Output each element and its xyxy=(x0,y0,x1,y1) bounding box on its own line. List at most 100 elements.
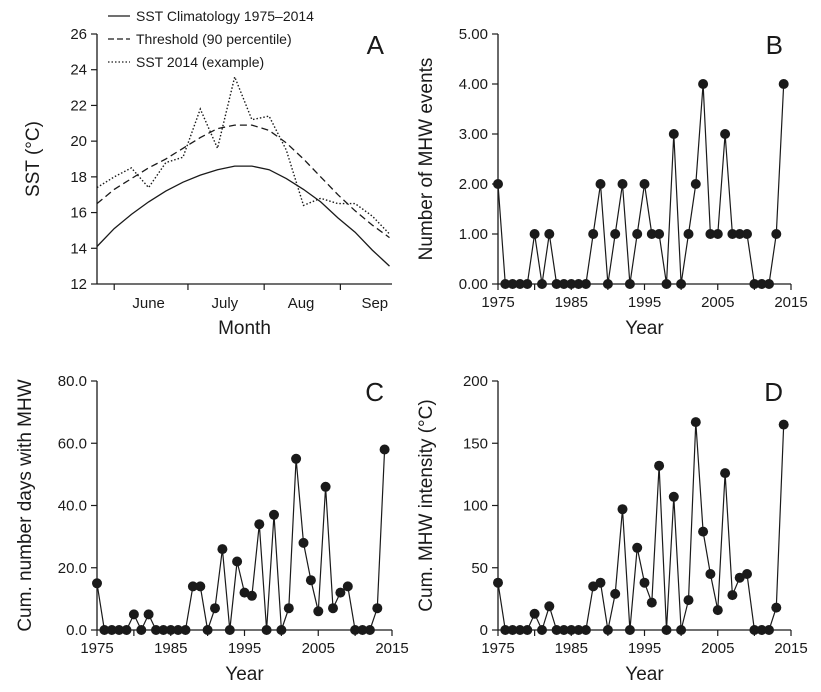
data-point xyxy=(328,603,338,614)
data-point xyxy=(778,419,789,430)
data-point xyxy=(595,577,606,588)
y-tick-label: 5.00 xyxy=(459,26,488,43)
y-tick-label: 1.00 xyxy=(459,226,488,243)
data-point xyxy=(764,279,774,289)
legend-label: Threshold (90 percentile) xyxy=(136,31,292,47)
y-tick-label: 26 xyxy=(70,26,87,43)
data-point xyxy=(698,526,709,537)
data-point xyxy=(357,625,368,635)
series-line xyxy=(96,449,386,632)
data-point xyxy=(507,625,518,635)
x-axis-title: Year xyxy=(625,318,664,339)
data-point xyxy=(158,625,169,635)
y-tick-label: 22 xyxy=(70,97,87,114)
data-point xyxy=(646,597,657,608)
panel-a: 12 14 16 18 20 22 24 26 June July Aug Sep Month SST (… xyxy=(23,8,392,339)
data-point xyxy=(712,605,723,616)
data-point xyxy=(522,625,533,635)
data-point xyxy=(654,460,665,471)
data-point xyxy=(617,504,628,515)
data-point xyxy=(335,587,346,598)
data-point xyxy=(676,625,687,635)
y-tick-label: 14 xyxy=(70,240,87,257)
data-point xyxy=(246,590,257,601)
data-point xyxy=(180,625,191,635)
data-point xyxy=(690,417,701,428)
data-point xyxy=(595,179,606,189)
data-point xyxy=(551,279,562,289)
x-axis-title: Month xyxy=(218,318,271,339)
x-tick-label: 1975 xyxy=(80,640,113,657)
data-point xyxy=(515,279,525,289)
legend-label: SST Climatology 1975–2014 xyxy=(136,8,314,24)
data-point xyxy=(305,575,316,586)
data-point xyxy=(683,229,694,239)
x-tick-label: 1985 xyxy=(555,640,588,657)
x-tick-label: Aug xyxy=(288,295,315,312)
data-point xyxy=(173,625,184,635)
series-dashed-line xyxy=(96,124,390,239)
y-tick-label: 200 xyxy=(463,373,488,390)
data-point xyxy=(379,444,390,455)
y-tick-label: 60.0 xyxy=(58,435,87,452)
data-point xyxy=(313,606,324,617)
data-point xyxy=(143,609,154,620)
data-point xyxy=(712,229,723,239)
data-point xyxy=(106,625,117,635)
x-tick-label: 1975 xyxy=(481,640,514,657)
y-tick-label: 18 xyxy=(70,169,87,186)
data-point xyxy=(544,601,555,612)
data-point xyxy=(705,569,716,579)
data-point xyxy=(646,229,657,239)
data-point xyxy=(558,279,569,289)
data-point xyxy=(128,609,139,620)
data-point xyxy=(654,229,665,239)
series-dotted-line xyxy=(96,74,391,235)
data-point xyxy=(580,625,591,635)
data-point xyxy=(588,229,599,239)
data-point xyxy=(320,481,331,492)
data-point xyxy=(749,625,760,635)
data-point xyxy=(639,577,650,588)
panel-d: 0 50 100 150 200 1975 1985 1995 2005 2015 Year Cum.… xyxy=(416,373,808,685)
data-point xyxy=(342,581,353,592)
data-point xyxy=(224,625,235,635)
x-axis-title: Year xyxy=(625,664,664,685)
data-point xyxy=(610,229,621,239)
x-tick-label: 2005 xyxy=(701,640,734,657)
panel-letter: D xyxy=(764,377,783,407)
data-point xyxy=(610,588,621,599)
data-point xyxy=(254,519,265,530)
y-tick-label: 0.00 xyxy=(459,276,488,293)
data-point xyxy=(92,578,102,589)
y-tick-label: 150 xyxy=(463,435,488,452)
data-point xyxy=(573,625,584,635)
data-point xyxy=(705,229,716,239)
data-point xyxy=(558,625,569,635)
y-tick-label: 0.0 xyxy=(66,622,87,639)
x-axis-title: Year xyxy=(225,664,264,685)
data-point xyxy=(756,279,767,289)
x-tick-label: 2005 xyxy=(701,294,734,311)
data-point xyxy=(676,279,687,289)
data-point xyxy=(668,491,679,502)
x-tick-label: 2015 xyxy=(774,294,807,311)
series-solid-line xyxy=(96,165,390,267)
legend-label: SST 2014 (example) xyxy=(136,54,264,70)
y-tick-label: 12 xyxy=(70,276,87,293)
data-point xyxy=(350,625,361,635)
x-tick-label: 1975 xyxy=(481,294,514,311)
data-point xyxy=(683,595,694,606)
x-tick-label: 1985 xyxy=(555,294,588,311)
data-point xyxy=(537,625,547,635)
series-line xyxy=(497,422,785,632)
y-axis-title: Number of MHW events xyxy=(416,58,437,261)
data-point xyxy=(573,279,584,289)
data-point xyxy=(720,468,731,479)
data-point xyxy=(749,279,760,289)
data-point xyxy=(661,279,672,289)
y-axis-title: Cum. number days with MHW xyxy=(15,379,36,631)
data-point xyxy=(232,556,243,567)
data-point xyxy=(632,542,643,553)
y-tick-label: 3.00 xyxy=(459,126,488,143)
